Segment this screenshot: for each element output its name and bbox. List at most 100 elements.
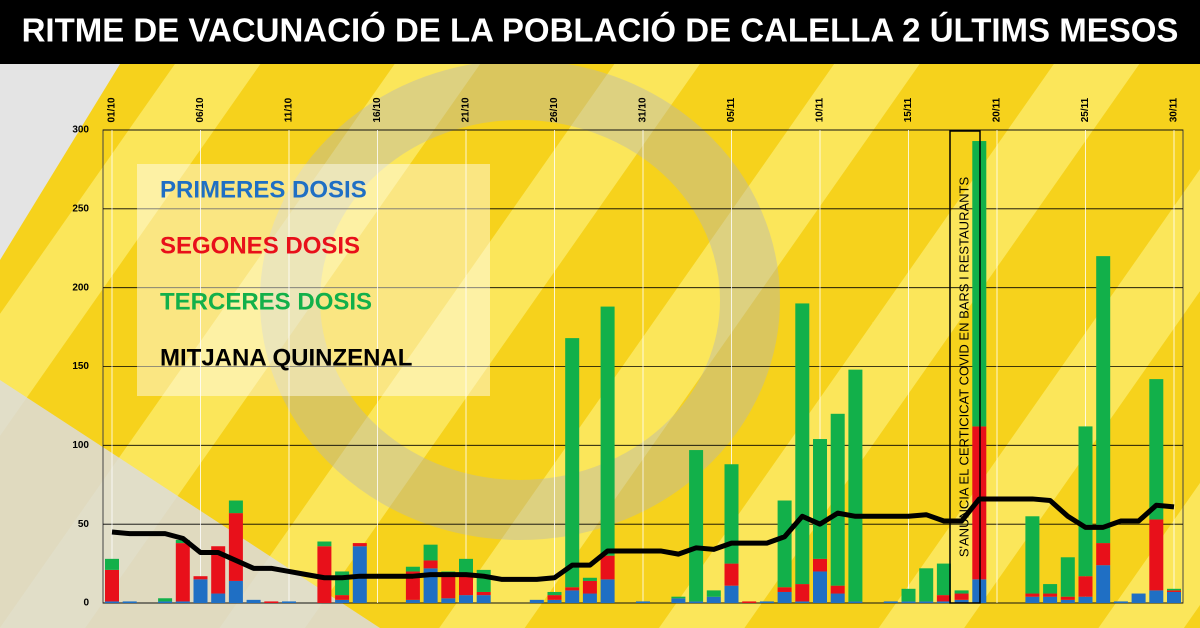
bar-segment (405, 566, 420, 572)
legend-entry: MITJANA QUINZENAL (160, 344, 412, 371)
bar-segment (1078, 576, 1093, 597)
bar-segment (724, 563, 739, 586)
legend-box (137, 164, 490, 396)
bar-segment (547, 599, 562, 603)
bar-segment (848, 601, 863, 603)
bar-segment (565, 590, 580, 603)
bar-segment (830, 585, 845, 594)
bar-segment (600, 579, 615, 603)
bar-segment (228, 513, 243, 581)
bar-segment (105, 601, 119, 603)
bar-segment (158, 598, 173, 602)
background-logo (260, 60, 780, 540)
bar-segment (759, 601, 774, 603)
bar-segment (565, 338, 580, 588)
bar-segment (264, 601, 279, 603)
bar-segment (282, 601, 296, 603)
x-tick-label: 21/10 (461, 97, 472, 122)
bar-segment (1025, 516, 1040, 594)
x-tick-label: 20/11 (992, 97, 1003, 122)
bar-segment (901, 588, 916, 602)
bar-segment (1096, 565, 1111, 603)
bar-segment (441, 598, 456, 603)
bar-segment (228, 580, 243, 603)
bar-segment (1025, 596, 1040, 603)
x-tick-label: 15/11 (903, 97, 914, 122)
bar-segment (476, 591, 491, 596)
bar-segment (936, 601, 951, 603)
bar-segment (441, 573, 456, 599)
bar-segment (1043, 593, 1058, 597)
legend-entry: TERCERES DOSIS (160, 288, 372, 315)
background-shape (0, 380, 380, 628)
bar-segment (1096, 543, 1111, 566)
bar-segment (476, 595, 491, 603)
bar-segment (175, 601, 190, 603)
bar-segment (122, 601, 137, 603)
x-tick-label: 06/10 (195, 97, 206, 122)
bar-segment (1149, 519, 1164, 591)
x-tick-label: 25/11 (1080, 97, 1091, 122)
bar-segment (459, 558, 473, 574)
bar-segment (1149, 590, 1164, 603)
bar-segment (706, 590, 721, 597)
bar-segment (777, 500, 792, 588)
bar-segment (1096, 256, 1111, 544)
bar-segment (158, 601, 173, 603)
annotation-box (949, 130, 981, 604)
y-tick-label: 150 (72, 361, 89, 372)
bar-segment (582, 577, 597, 581)
bar-segment (211, 546, 226, 594)
bar-segment (423, 560, 438, 569)
bar-segment (228, 500, 243, 514)
legend: PRIMERES DOSIS SEGONES DOSIS TERCERES DOSI… (160, 176, 412, 371)
bar-segment (689, 450, 704, 602)
bar-segment (175, 543, 190, 602)
bar-segment (1167, 591, 1181, 603)
bar-segment (777, 591, 792, 603)
x-tick-label: 05/11 (726, 97, 737, 122)
bar-segment (919, 568, 934, 602)
bar-segment (724, 464, 739, 564)
bar-segment (813, 571, 827, 603)
bar-segment (1167, 590, 1181, 592)
bar-segment (1043, 584, 1058, 594)
bar-segment (459, 573, 473, 596)
bar-segment (582, 593, 597, 603)
bar-segment (830, 413, 845, 586)
bar-segment (795, 584, 810, 602)
bar-segment (1060, 596, 1075, 600)
x-tick-label: 26/10 (549, 97, 560, 122)
bar-segment (459, 595, 473, 603)
bar-segment (883, 601, 898, 603)
bar-segment (600, 306, 615, 556)
bar-segment (724, 585, 739, 603)
bar-segment (335, 595, 350, 600)
legend-entry: SEGONES DOSIS (160, 232, 360, 259)
bar-segment (671, 596, 686, 599)
bar-segment (954, 590, 969, 594)
bar-segment (600, 555, 615, 580)
bar-segment (211, 593, 226, 603)
bar-segment (335, 599, 350, 603)
bar-segment (777, 587, 792, 592)
bar-segment (193, 576, 208, 580)
x-tick-label: 10/11 (815, 97, 826, 122)
x-tick-label: 30/11 (1169, 97, 1180, 122)
bar-segment (317, 546, 332, 603)
bar-segment (105, 569, 119, 602)
bar-segment (954, 593, 969, 600)
bar-segment (565, 587, 580, 591)
bar-segment (689, 601, 704, 603)
bar-segment (1149, 379, 1164, 520)
bar-segment (636, 601, 650, 603)
bar-segment (742, 601, 757, 603)
bar-segment (1025, 593, 1040, 597)
bar-segment (193, 579, 208, 603)
y-tick-label: 100 (72, 440, 89, 451)
bar-segment (547, 591, 562, 596)
x-tick-label: 11/10 (284, 97, 295, 122)
chart-title: RITME DE VACUNACIÓ DE LA POBLACIÓ DE CAL… (22, 12, 1179, 49)
bar-segment (1060, 557, 1075, 597)
